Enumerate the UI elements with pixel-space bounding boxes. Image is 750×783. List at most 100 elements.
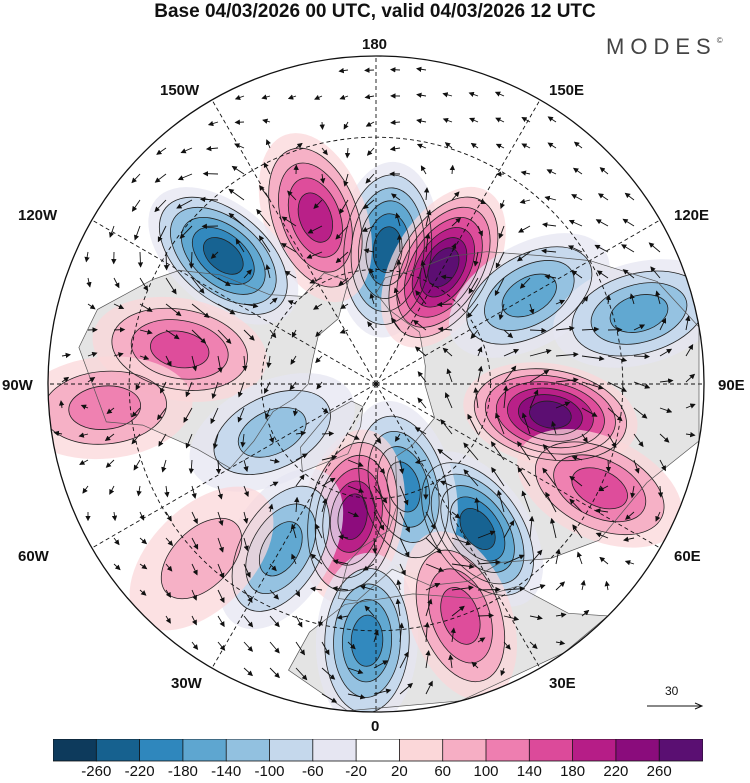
wind-vector-314	[191, 485, 197, 499]
wind-vector-80	[571, 194, 583, 201]
wind-vector-307	[605, 459, 612, 473]
wind-vector-448	[243, 667, 253, 677]
colorbar-swatch-8	[398, 739, 444, 762]
colorbar-swatch-7	[355, 739, 401, 762]
label-30w: 30W	[171, 675, 202, 692]
wind-vector-383	[291, 553, 297, 565]
colorbar-swatch-12	[572, 739, 617, 762]
wind-vector-81	[597, 193, 609, 201]
anomaly-contour-A2-5	[419, 237, 468, 298]
wind-vector-347	[451, 511, 461, 519]
wind-vector-176	[165, 329, 180, 340]
wind-vector-175	[139, 329, 153, 335]
wind-vector-216	[633, 353, 650, 360]
colorbar-tick-7: 20	[391, 763, 408, 780]
colorbar-tick-3: -140	[211, 763, 242, 780]
coastline-greenland	[300, 400, 364, 473]
colorbar	[53, 739, 703, 762]
wind-vector-78	[519, 198, 531, 204]
colorbar-swatch-2	[139, 739, 184, 762]
anomaly-contour-A17-1	[213, 389, 331, 475]
wind-vector-292	[215, 459, 222, 475]
wind-vector-360	[217, 537, 224, 553]
anomaly-contour-A3-2	[278, 162, 353, 273]
anomaly-shade-A13-5	[337, 493, 368, 540]
wind-vector-241	[80, 404, 89, 410]
wind-vector-276	[414, 427, 427, 435]
wind-vector-215	[607, 355, 628, 363]
wind-vector-300	[414, 458, 427, 465]
wind-vector-397	[139, 589, 147, 596]
wind-vector-306	[571, 455, 583, 461]
wind-vector-4	[234, 94, 245, 100]
wind-vector-214	[581, 355, 605, 362]
wind-vector-256	[555, 401, 571, 409]
anomaly-contour-A1-4	[365, 213, 410, 287]
wind-vector-195	[659, 317, 667, 331]
wind-vector-324	[439, 480, 453, 487]
wind-vector-353	[595, 508, 609, 514]
wind-vector-273	[347, 433, 360, 440]
wind-vector-127	[86, 277, 92, 288]
wind-vector-92	[335, 225, 349, 240]
anomaly-contour-A6-2	[590, 282, 688, 345]
wind-vector-338	[217, 511, 224, 526]
wind-vector-212	[529, 348, 552, 357]
wind-vector-395	[599, 556, 609, 565]
wind-vector-444	[477, 637, 486, 643]
wind-vector-404	[310, 586, 323, 592]
colorbar-swatch-9	[442, 739, 487, 762]
wind-vector-28	[156, 147, 167, 155]
wind-vector-260	[659, 407, 673, 413]
wind-vector-374	[595, 532, 609, 539]
colorbar-tick-11: 180	[560, 763, 586, 780]
wind-vector-155	[217, 303, 236, 315]
wind-vector-312	[136, 485, 142, 497]
wind-vector-336	[165, 511, 172, 522]
wind-vector-290	[161, 459, 167, 473]
anomaly-contour-A4-1	[158, 196, 288, 315]
wind-vector-111	[258, 235, 271, 253]
wind-vector-209	[442, 347, 453, 357]
wind-vector-350	[521, 490, 531, 513]
anomaly-contour-A13-4	[329, 480, 376, 553]
wind-vector-71	[339, 199, 349, 215]
anomaly-contour-A9-5	[518, 394, 583, 436]
anomaly-contour-A4-5	[203, 237, 244, 275]
wind-vector-82	[624, 192, 635, 201]
wind-vector-446	[529, 641, 538, 650]
wind-vector-38	[416, 143, 427, 149]
anomaly-contour-A8-2	[68, 385, 142, 430]
anomaly-contour-A13-5	[337, 493, 368, 540]
wind-vector-248	[265, 407, 271, 420]
anomaly-shade-A7-3	[150, 330, 209, 368]
wind-vector-447	[555, 640, 566, 646]
wind-vector-203	[217, 355, 223, 373]
label-90w: 90W	[2, 377, 33, 394]
wind-vector-191	[555, 325, 575, 332]
wind-vector-339	[243, 511, 249, 524]
wind-vector-179	[243, 329, 255, 341]
wind-vector-406	[359, 584, 375, 591]
wind-vector-222	[160, 381, 167, 394]
wind-vector-19	[343, 121, 349, 130]
wind-vector-461	[373, 688, 392, 695]
wind-vector-341	[294, 496, 300, 513]
wind-vector-42	[521, 143, 531, 149]
anomaly-shade-A6-3	[610, 294, 668, 333]
wind-vector-3	[416, 66, 427, 72]
wind-vector-168	[555, 299, 566, 305]
wind-vector-372	[549, 517, 557, 539]
wind-vector-138	[369, 267, 375, 279]
wind-vector-456	[448, 654, 454, 669]
wind-vector-70	[313, 199, 323, 209]
anomaly-contour-A1-5	[372, 226, 403, 274]
anomaly-contour-A16-3	[440, 587, 481, 645]
wind-vector-6	[287, 94, 297, 100]
wind-vector-84	[134, 225, 141, 241]
wind-vector-204	[242, 355, 248, 372]
wind-vector-158	[287, 300, 297, 306]
wind-vector-13	[468, 91, 479, 97]
wind-vector-346	[425, 511, 436, 530]
